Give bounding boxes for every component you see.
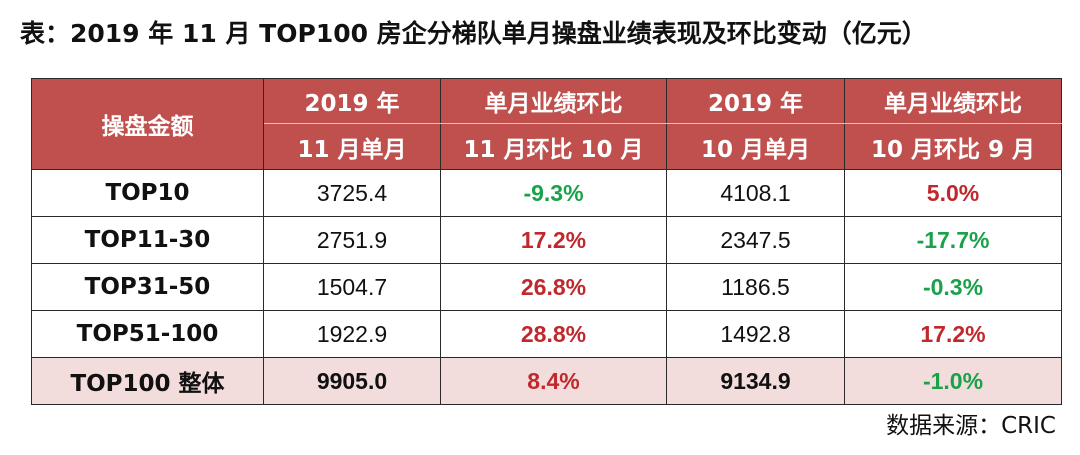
col-header-nov-line2: 11 月单月 bbox=[263, 123, 441, 170]
col-header-oct-line1: 2019 年 bbox=[666, 78, 845, 124]
table-row: TOP10 3725.4 -9.3% 4108.1 5.0% bbox=[31, 169, 1062, 217]
cell-oct-value: 9134.9 bbox=[666, 357, 845, 405]
cell-mom-nov: 28.8% bbox=[440, 310, 667, 358]
col-header-oct-line2: 10 月单月 bbox=[666, 123, 845, 170]
total-row: TOP100 整体 9905.0 8.4% 9134.9 -1.0% bbox=[31, 357, 1062, 405]
table-row: TOP51-100 1922.9 28.8% 1492.8 17.2% bbox=[31, 310, 1062, 358]
row-label: TOP51-100 bbox=[31, 310, 264, 358]
row-label: TOP31-50 bbox=[31, 263, 264, 311]
cell-mom-oct: 17.2% bbox=[844, 310, 1062, 358]
col-header-mom-nov-line1: 单月业绩环比 bbox=[440, 78, 667, 124]
data-source-note: 数据来源：CRIC bbox=[886, 413, 1056, 439]
cell-nov-value: 9905.0 bbox=[263, 357, 441, 405]
cell-nov-value: 3725.4 bbox=[263, 169, 441, 217]
corner-header: 操盘金额 bbox=[31, 78, 264, 170]
cell-oct-value: 1186.5 bbox=[666, 263, 845, 311]
col-header-mom-oct-line1: 单月业绩环比 bbox=[844, 78, 1062, 124]
col-header-mom-oct-line2: 10 月环比 9 月 bbox=[844, 123, 1062, 170]
row-label: TOP100 整体 bbox=[31, 357, 264, 405]
col-header-nov-line1: 2019 年 bbox=[263, 78, 441, 124]
cell-mom-nov: 26.8% bbox=[440, 263, 667, 311]
cell-oct-value: 1492.8 bbox=[666, 310, 845, 358]
performance-table: 操盘金额 2019 年 单月业绩环比 2019 年 单月业绩环比 11 月单月 … bbox=[31, 78, 1062, 405]
cell-nov-value: 1504.7 bbox=[263, 263, 441, 311]
cell-mom-oct: -1.0% bbox=[844, 357, 1062, 405]
col-header-mom-nov-line2: 11 月环比 10 月 bbox=[440, 123, 667, 170]
header-row-1: 操盘金额 2019 年 单月业绩环比 2019 年 单月业绩环比 bbox=[31, 78, 1062, 170]
cell-mom-nov: -9.3% bbox=[440, 169, 667, 217]
cell-mom-oct: -0.3% bbox=[844, 263, 1062, 311]
cell-mom-nov: 17.2% bbox=[440, 216, 667, 264]
table-row: TOP31-50 1504.7 26.8% 1186.5 -0.3% bbox=[31, 263, 1062, 311]
cell-nov-value: 2751.9 bbox=[263, 216, 441, 264]
cell-nov-value: 1922.9 bbox=[263, 310, 441, 358]
page-title: 表：2019 年 11 月 TOP100 房企分梯队单月操盘业绩表现及环比变动（… bbox=[20, 19, 927, 48]
header-row-2: 11 月单月 11 月环比 10 月 10 月单月 10 月环比 9 月 bbox=[32, 123, 1062, 170]
cell-mom-nov: 8.4% bbox=[440, 357, 667, 405]
cell-oct-value: 2347.5 bbox=[666, 216, 845, 264]
cell-mom-oct: -17.7% bbox=[844, 216, 1062, 264]
cell-mom-oct: 5.0% bbox=[844, 169, 1062, 217]
cell-oct-value: 4108.1 bbox=[666, 169, 845, 217]
row-label: TOP10 bbox=[31, 169, 264, 217]
row-label: TOP11-30 bbox=[31, 216, 264, 264]
table-row: TOP11-30 2751.9 17.2% 2347.5 -17.7% bbox=[31, 216, 1062, 264]
